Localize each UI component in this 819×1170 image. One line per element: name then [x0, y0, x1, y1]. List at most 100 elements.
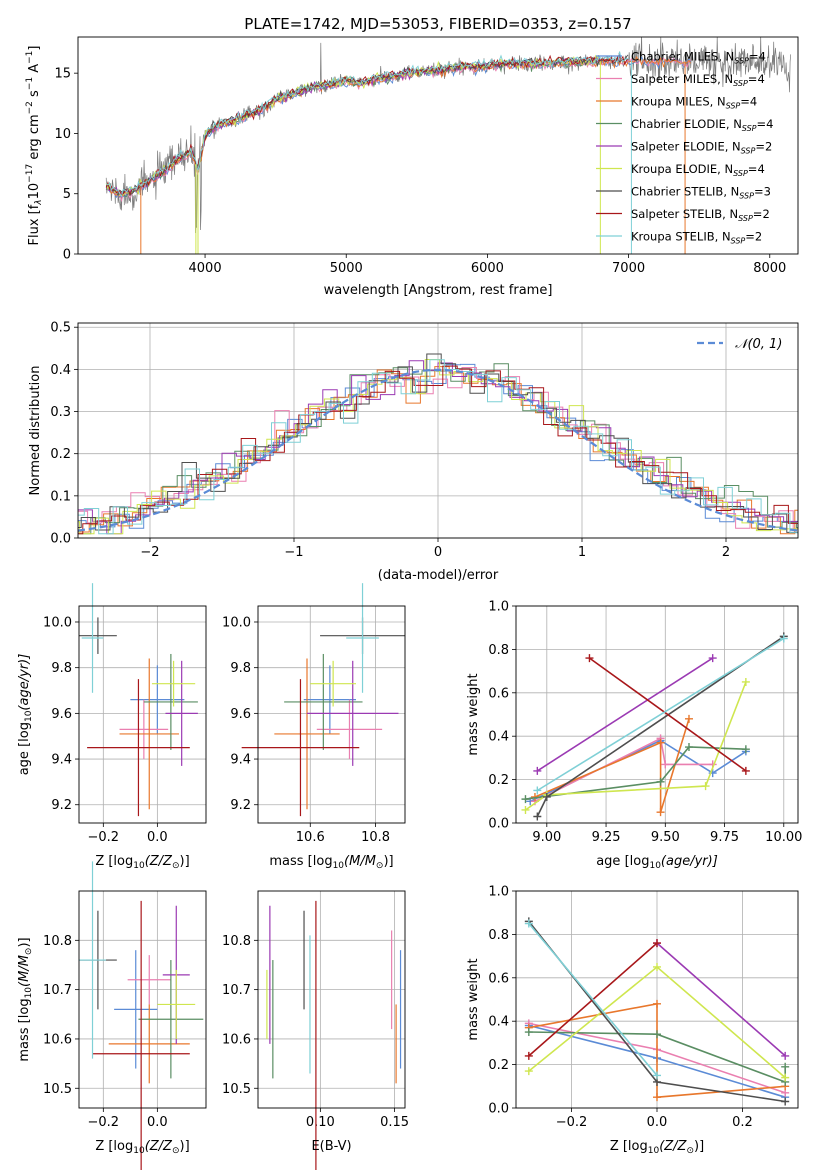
- y-tick-label: 10.6: [222, 1032, 251, 1047]
- y-tick-label: 10.6: [43, 1032, 72, 1047]
- y-tick-label: 0.5: [50, 321, 71, 336]
- weight-marker-salpeter_stelib: [653, 939, 661, 948]
- y-tick-label: 0.2: [50, 447, 71, 462]
- xlabel-tail: (Z/Z: [145, 854, 173, 869]
- legend-separator: ,: [717, 72, 724, 86]
- y-tick-label: 10.7: [222, 983, 251, 998]
- axes-frame: [515, 605, 799, 824]
- weight-marker-kroupa_stelib: [524, 919, 533, 928]
- legend-entry: Salpeter MILES, NSSP=4: [631, 72, 765, 88]
- weight-marker-chabrier_elodie: [656, 777, 665, 786]
- weight-marker-chabrier_stelib: [533, 812, 542, 821]
- weight-marker-chabrier_elodie: [684, 743, 693, 752]
- y-tick-label: 0.2: [488, 1058, 509, 1073]
- weight-marker-kroupa_elodie: [653, 962, 661, 971]
- x-tick-label: 2: [722, 545, 730, 560]
- weight-marker-salpeter_elodie: [781, 1051, 790, 1060]
- y-tick-label: 9.4: [230, 753, 251, 768]
- xlabel: age [log: [596, 854, 649, 869]
- y-tick-label: 10: [54, 127, 71, 142]
- xlabel-sub2: ⊙: [172, 861, 180, 871]
- x-tick-label: 5000: [330, 261, 363, 276]
- x-tick-label: −1: [284, 545, 303, 560]
- xlabel: mass [log: [269, 854, 332, 869]
- x-axis-label: mass [log10(M/M⊙)]: [269, 854, 393, 871]
- x-tick-label: −2: [140, 545, 159, 560]
- xlabel-end: )]: [383, 854, 393, 869]
- weight-marker-kroupa_miles: [656, 738, 665, 747]
- xlabel-tail: (Z/Z: [659, 1139, 687, 1154]
- ylabel: age [log: [17, 722, 32, 775]
- weight-marker-chabrier_elodie: [741, 745, 750, 754]
- legend-ssp: SSP: [742, 124, 757, 133]
- weight-marker-chabrier_stelib: [542, 792, 551, 801]
- legend-equals: =: [749, 50, 759, 64]
- legend-equals: =: [740, 95, 750, 109]
- xlabel-end: )]: [180, 1139, 190, 1154]
- xlabel-sub2: ⊙: [376, 861, 384, 871]
- x-tick-label: −0.2: [88, 1115, 120, 1130]
- weight-marker-salpeter_elodie: [708, 654, 717, 663]
- legend-ssp: SSP: [733, 79, 748, 88]
- legend-name: Salpeter MILES: [631, 72, 717, 86]
- residual-histogram-panel: −2 −1 0 1 2 0.0 0.1 0.2 0.3 0.4 0.5 (data-model)/er…: [28, 321, 799, 583]
- y-tick-label: 0.0: [50, 532, 71, 547]
- legend-entry: Chabrier ELODIE, NSSP=4: [631, 117, 773, 133]
- legend-equals: =: [757, 117, 767, 131]
- legend-separator: ,: [715, 230, 722, 244]
- weight-marker-kroupa_miles: [684, 714, 693, 723]
- legend-entry: Salpeter ELODIE, NSSP=2: [631, 140, 772, 156]
- ylabel-end: ]: [27, 46, 42, 51]
- legend-equals: =: [748, 72, 758, 86]
- xlabel: Z [log: [95, 854, 133, 869]
- legend-name: Chabrier STELIB: [631, 185, 723, 199]
- ylabel-exp: −2: [25, 101, 35, 114]
- legend-n: N: [724, 162, 733, 176]
- y-tick-label: 1.0: [488, 600, 509, 615]
- xlabel-sub: 10: [648, 1146, 660, 1156]
- x-axis-label: age [log10(age/yr)]: [596, 854, 718, 871]
- y-axis-label: mass [log10(M/M⊙)]: [17, 937, 34, 1061]
- legend-entry: Chabrier MILES, NSSP=4: [631, 50, 766, 66]
- xlabel-sub: 10: [333, 861, 345, 871]
- x-tick-label: 1: [578, 545, 586, 560]
- legend-entry: Kroupa STELIB, NSSP=2: [631, 230, 762, 246]
- y-tick-label: 0.8: [488, 643, 509, 658]
- y-tick-label: 9.4: [51, 753, 72, 768]
- legend-equals: =: [754, 185, 764, 199]
- legend-entry: 𝒩(0, 1): [735, 337, 782, 352]
- ylabel-tail: erg cm: [27, 114, 42, 163]
- y-tick-label: 10.0: [43, 615, 72, 630]
- age-vs-mass-panel: 10.6 10.8 9.2 9.4 9.6 9.8 10.0 mass [log10(M/M⊙…: [222, 583, 406, 871]
- y-tick-label: 10.0: [222, 615, 251, 630]
- normal-distribution-curve: [78, 368, 798, 532]
- legend-n: N: [732, 140, 741, 154]
- mass-vs-metallicity-panel: −0.2 0.010.510.610.710.8Z [log10(Z/Z⊙)]ma…: [17, 861, 207, 1170]
- mass-vs-extinction-panel: 0.10 0.15 10.5 10.6 10.7 10.8 E(B-V): [222, 890, 409, 1170]
- x-tick-label: 6000: [471, 261, 504, 276]
- weight-marker-chabrier_elodie: [653, 1030, 661, 1039]
- legend-count: 2: [765, 140, 772, 154]
- weight-marker-kroupa_elodie: [781, 1073, 790, 1082]
- y-tick-label: 10.5: [43, 1082, 72, 1097]
- y-tick-label: 0.8: [488, 928, 509, 943]
- y-tick-label: 0.6: [488, 971, 509, 986]
- x-tick-label: 8000: [753, 261, 786, 276]
- x-tick-label: 9.75: [710, 830, 739, 845]
- x-axis-label: E(B-V): [311, 1139, 351, 1154]
- weight-marker-kroupa_elodie: [741, 677, 750, 686]
- weight-marker-salpeter_elodie: [533, 766, 542, 775]
- ylabel-sub: λ: [34, 199, 44, 205]
- legend-equals: =: [745, 230, 755, 244]
- legend-count: 4: [759, 50, 766, 64]
- weight-line-salpeter_stelib: [589, 657, 747, 772]
- y-axis-label: Normed distribution: [28, 366, 43, 496]
- legend-n: N: [731, 185, 740, 199]
- x-tick-label: 4000: [189, 261, 222, 276]
- weight-marker-kroupa_stelib: [653, 1071, 661, 1080]
- weight-line-salpeter_elodie: [656, 942, 786, 1057]
- legend-separator: ,: [722, 207, 729, 221]
- histogram-kroupa_elodie: [78, 359, 798, 535]
- ylabel-tail: A: [27, 64, 42, 77]
- x-tick-label: 9.50: [651, 830, 680, 845]
